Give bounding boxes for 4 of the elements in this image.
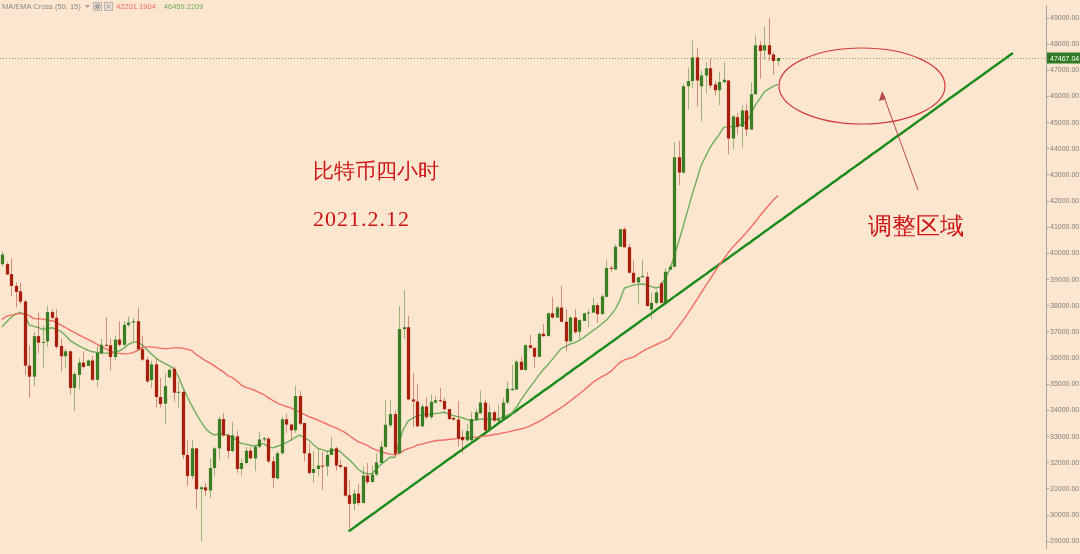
- text: 比特币四小时: [313, 159, 439, 183]
- text: 2021.2.12: [313, 206, 410, 231]
- candlestick: [438, 387, 443, 404]
- annotation: 调整区域: [868, 213, 964, 239]
